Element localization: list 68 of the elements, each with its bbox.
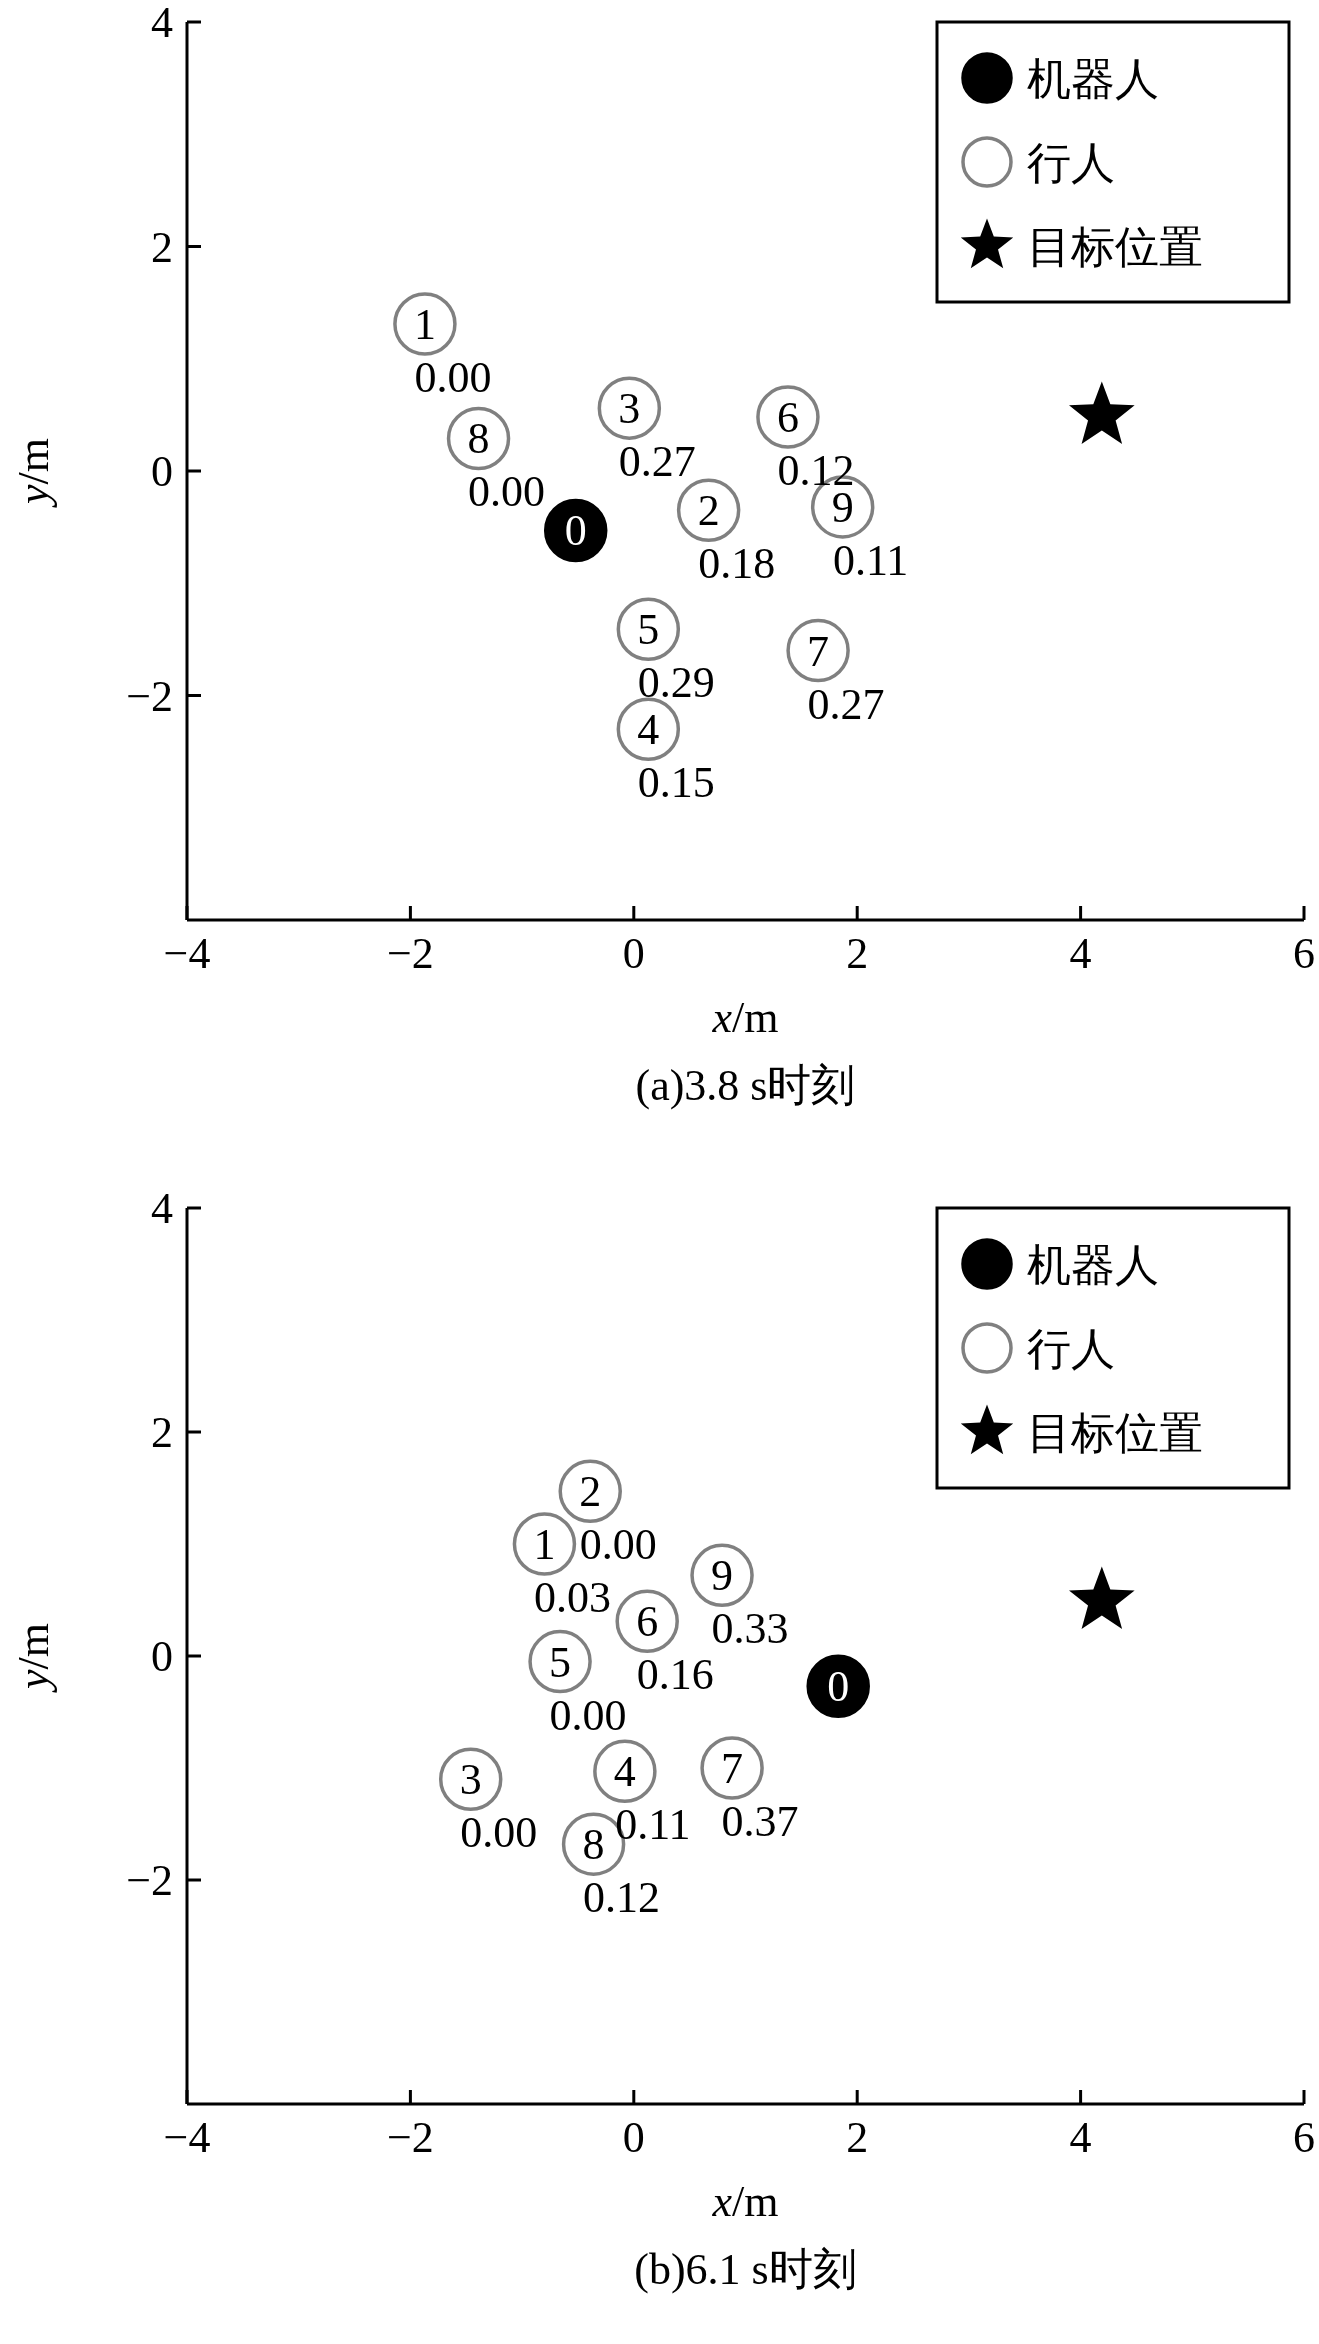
annotation: 0.00	[460, 1808, 538, 1858]
legend-label: 机器人	[1027, 55, 1159, 104]
y-tick-label: 2	[151, 222, 173, 272]
text: (b)6.1 s时刻	[634, 2245, 857, 2294]
y-tick-label: −2	[126, 671, 173, 721]
y-tick-label: 2	[151, 1408, 173, 1457]
x-tick-label: −4	[163, 2113, 211, 2162]
annotation: 4	[637, 705, 660, 755]
annotation: 8	[582, 1820, 605, 1870]
annotation: 1	[533, 1520, 556, 1569]
annotation: 0.29	[637, 658, 715, 708]
annotation: 3	[618, 384, 641, 434]
legend-label: 目标位置	[1027, 1409, 1203, 1458]
annotation: 0	[564, 506, 587, 556]
annotation: 5	[637, 605, 660, 655]
text: (a)3.8 s时刻	[635, 1061, 856, 1110]
annotation: 0.00	[414, 352, 492, 402]
annotation: 0.11	[615, 1800, 691, 1850]
annotation: 6	[636, 1597, 659, 1647]
legend-label: 目标位置	[1027, 223, 1203, 272]
annotation: 6	[776, 393, 799, 443]
x-tick-label: −2	[386, 929, 434, 978]
annotation: 7	[807, 626, 830, 676]
x-tick-label: −4	[163, 929, 211, 978]
annotation: 0.00	[579, 1520, 657, 1570]
annotation: 4	[613, 1747, 636, 1797]
legend-label: 行人	[1027, 139, 1115, 188]
annotation: 0.16	[636, 1650, 714, 1700]
y-axis-title: y/m	[9, 438, 58, 508]
x-tick-label: 6	[1293, 2113, 1315, 2162]
annotation: 2	[697, 486, 720, 536]
legend-label: 行人	[1027, 1325, 1115, 1374]
x-tick-label: −2	[386, 2113, 434, 2162]
y-tick-label: 0	[151, 447, 173, 496]
x-tick-label: 0	[622, 2113, 645, 2162]
annotation: 0.00	[549, 1690, 627, 1740]
annotation: 3	[459, 1755, 482, 1805]
annotation: 5	[549, 1637, 572, 1687]
x-tick-label: 4	[1069, 929, 1092, 978]
y-axis-title: y/m	[9, 1623, 58, 1693]
x-tick-label: 4	[1069, 2113, 1092, 2162]
annotation: 0.00	[468, 467, 546, 517]
x-axis-title: x/m	[711, 993, 779, 1042]
annotation: 0.27	[807, 679, 885, 729]
y-tick-label: −2	[126, 1856, 173, 1905]
annotation: 0.12	[583, 1873, 661, 1923]
annotation: 1	[413, 299, 436, 349]
annotation: 0.37	[721, 1797, 799, 1846]
y-tick-label: 4	[151, 0, 173, 47]
x-tick-label: 2	[846, 2113, 869, 2162]
annotation: 0.18	[698, 539, 776, 589]
y-tick-label: 0	[151, 1632, 173, 1681]
annotation: 0.33	[711, 1604, 789, 1654]
annotation: 0.03	[533, 1573, 611, 1622]
x-tick-label: 0	[622, 929, 645, 978]
annotation: 8	[467, 414, 490, 464]
x-tick-label: 6	[1293, 929, 1315, 978]
annotation: 7	[721, 1744, 744, 1793]
annotation: 2	[579, 1467, 602, 1517]
annotation: 0	[827, 1662, 850, 1712]
annotation: 0.27	[618, 437, 696, 487]
annotation: 0.15	[637, 758, 715, 808]
annotation: 0.11	[832, 535, 909, 585]
x-tick-label: 2	[846, 929, 869, 978]
legend-label: 机器人	[1027, 1241, 1159, 1290]
y-tick-label: 4	[151, 1184, 173, 1233]
x-axis-title: x/m	[711, 2177, 779, 2226]
annotation: 9	[711, 1551, 734, 1601]
